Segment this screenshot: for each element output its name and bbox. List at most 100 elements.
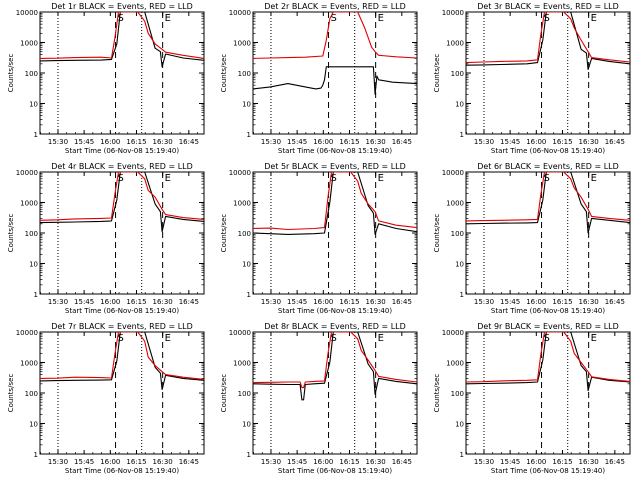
y-tick-label: 1	[247, 291, 251, 299]
panel-3: Det 3r BLACK = Events, RED = LLD 1 10 100 10…	[433, 2, 631, 155]
y-tick-label: 100	[25, 230, 38, 238]
series-line-events	[40, 332, 204, 391]
y-tick-label: 1	[34, 291, 38, 299]
x-tick-label: 16:15	[339, 138, 359, 146]
x-tick-label: 16:45	[605, 458, 625, 466]
x-tick-label: 15:45	[74, 458, 94, 466]
series-line-lld	[253, 12, 417, 59]
series-group	[40, 332, 204, 391]
panel-8: Det 8r BLACK = Events, RED = LLD 1 10 100 10…	[220, 322, 418, 475]
series-line-lld	[466, 172, 630, 222]
panel-6: Det 6r BLACK = Events, RED = LLD 1 10 100 10…	[433, 162, 631, 315]
x-tick-label: 16:45	[392, 458, 412, 466]
y-tick-label: 100	[451, 70, 464, 78]
start-marker-label: S	[331, 13, 337, 24]
y-tick-label: 10000	[442, 169, 464, 177]
x-axis-label: Start Time (06-Nov-08 15:19:40)	[278, 307, 392, 315]
x-tick-label: 16:45	[392, 298, 412, 306]
end-marker-label: E	[165, 173, 171, 184]
x-tick-label: 15:30	[261, 138, 281, 146]
y-tick-label: 100	[451, 230, 464, 238]
x-tick-label: 15:45	[74, 298, 94, 306]
start-marker-label: S	[544, 173, 550, 184]
x-axis-label: Start Time (06-Nov-08 15:19:40)	[278, 147, 392, 155]
y-axis-label: Counts/sec	[220, 374, 228, 413]
x-tick-label: 15:30	[474, 458, 494, 466]
x-tick-label: 16:30	[579, 458, 599, 466]
series-line-lld	[40, 12, 204, 59]
start-marker-label: S	[118, 13, 124, 24]
y-tick-label: 1000	[233, 360, 251, 368]
series-line-lld	[466, 12, 630, 64]
panel-title: Det 4r BLACK = Events, RED = LLD	[51, 162, 193, 171]
panel-title: Det 3r BLACK = Events, RED = LLD	[477, 2, 619, 11]
panel-7: Det 7r BLACK = Events, RED = LLD 1 10 100 10…	[7, 322, 205, 475]
y-tick-label: 1000	[233, 40, 251, 48]
x-tick-label: 15:45	[74, 138, 94, 146]
y-axis-label: Counts/sec	[7, 214, 15, 253]
y-tick-label: 10	[455, 261, 464, 269]
y-tick-label: 10	[29, 421, 38, 429]
series-group	[466, 332, 630, 392]
x-tick-label: 16:45	[179, 298, 199, 306]
y-axis-label: Counts/sec	[7, 374, 15, 413]
series-group	[40, 12, 204, 68]
series-line-events	[466, 12, 630, 71]
y-tick-label: 10	[29, 101, 38, 109]
panel-title: Det 6r BLACK = Events, RED = LLD	[477, 162, 619, 171]
y-tick-label: 10000	[16, 9, 38, 17]
y-tick-label: 10	[242, 101, 251, 109]
x-tick-label: 16:30	[366, 458, 386, 466]
y-tick-label: 100	[238, 230, 251, 238]
y-tick-label: 100	[451, 390, 464, 398]
series-line-events	[40, 12, 204, 68]
y-tick-label: 1000	[446, 360, 464, 368]
series-line-events	[466, 172, 630, 234]
x-tick-label: 16:15	[126, 298, 146, 306]
x-tick-label: 15:30	[48, 458, 68, 466]
x-tick-label: 16:15	[126, 138, 146, 146]
x-tick-label: 16:30	[366, 298, 386, 306]
series-line-lld	[40, 332, 204, 380]
y-tick-label: 1000	[20, 40, 38, 48]
y-tick-label: 10000	[229, 329, 251, 337]
start-marker-label: S	[118, 333, 124, 344]
y-tick-label: 10000	[16, 169, 38, 177]
x-tick-label: 16:45	[605, 138, 625, 146]
x-tick-label: 15:45	[500, 298, 520, 306]
x-tick-label: 15:30	[48, 138, 68, 146]
y-tick-label: 10	[29, 261, 38, 269]
series-line-events	[466, 332, 630, 392]
x-axis-label: Start Time (06-Nov-08 15:19:40)	[65, 307, 179, 315]
series-line-lld	[253, 172, 417, 231]
panel-5: Det 5r BLACK = Events, RED = LLD 1 10 100 10…	[220, 162, 418, 315]
x-tick-label: 15:30	[261, 298, 281, 306]
series-group	[40, 172, 204, 233]
series-line-lld	[253, 332, 417, 389]
x-tick-label: 16:00	[526, 298, 546, 306]
panel-4: Det 4r BLACK = Events, RED = LLD 1 10 100 10…	[7, 162, 205, 315]
x-axis-label: Start Time (06-Nov-08 15:19:40)	[491, 307, 605, 315]
y-tick-label: 10	[455, 101, 464, 109]
x-tick-label: 16:15	[126, 458, 146, 466]
x-tick-label: 16:00	[313, 298, 333, 306]
end-marker-label: E	[165, 333, 171, 344]
y-tick-label: 1	[460, 291, 464, 299]
y-axis-label: Counts/sec	[7, 54, 15, 93]
y-tick-label: 1	[34, 451, 38, 459]
x-tick-label: 16:45	[179, 458, 199, 466]
end-marker-label: E	[591, 173, 597, 184]
panel-title: Det 8r BLACK = Events, RED = LLD	[264, 322, 406, 331]
x-tick-label: 16:30	[366, 138, 386, 146]
y-tick-label: 1	[460, 451, 464, 459]
x-tick-label: 15:30	[48, 298, 68, 306]
x-tick-label: 16:00	[100, 138, 120, 146]
x-tick-label: 16:00	[100, 458, 120, 466]
x-tick-label: 16:15	[339, 298, 359, 306]
panel-title: Det 7r BLACK = Events, RED = LLD	[51, 322, 193, 331]
x-tick-label: 16:00	[526, 138, 546, 146]
x-tick-label: 16:30	[153, 298, 173, 306]
x-tick-label: 15:30	[474, 298, 494, 306]
x-tick-label: 16:00	[100, 298, 120, 306]
x-axis-label: Start Time (06-Nov-08 15:19:40)	[491, 147, 605, 155]
